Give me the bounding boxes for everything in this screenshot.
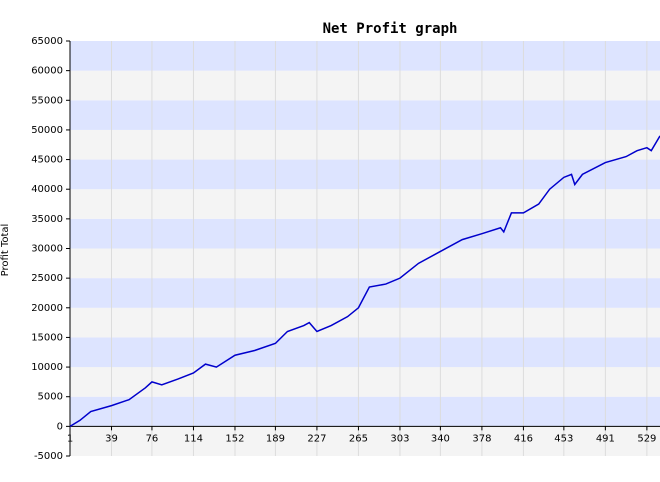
y-tick-label: 10000 [31,362,63,373]
x-tick-label: 265 [349,433,368,444]
y-tick-label: 35000 [31,214,63,225]
band [70,426,660,456]
band [70,100,660,130]
chart-title: Net Profit graph [323,21,458,37]
x-tick-label: 76 [146,433,159,444]
x-tick-label: 227 [307,433,326,444]
band [70,189,660,219]
x-tick-label: 529 [637,433,656,444]
band [70,307,660,338]
x-tick-label: 378 [472,433,491,444]
y-tick-label: 60000 [31,66,63,77]
band [70,396,660,427]
band [70,129,660,160]
band [70,367,660,397]
band [70,41,660,71]
y-tick-label: 15000 [31,332,63,343]
data-line [69,135,660,427]
y-tick-label: -5000 [34,451,63,462]
x-tick-label: 152 [225,433,244,444]
x-tick-label: 340 [431,433,450,444]
y-tick-label: 30000 [31,244,63,255]
y-tick-label: 65000 [31,36,63,47]
x-tick-label: 1 [67,433,73,444]
y-tick-label: 55000 [31,95,63,106]
y-tick-label: 45000 [31,155,63,166]
x-tick-label: 453 [554,433,573,444]
y-tick-label: 25000 [31,273,63,284]
band [70,70,660,101]
y-axis-label: Profit Total [0,224,11,277]
band [70,337,660,368]
band [70,278,660,308]
x-tick-label: 114 [184,433,203,444]
x-tick-label: 189 [266,433,285,444]
band [70,218,660,249]
y-tick-label: 20000 [31,303,63,314]
y-tick-label: 50000 [31,125,63,136]
band [70,248,660,279]
x-tick-label: 491 [596,433,615,444]
x-tick-label: 303 [390,433,409,444]
x-tick-label: 39 [105,433,118,444]
y-tick-label: 5000 [38,392,63,403]
y-tick-label: 40000 [31,184,63,195]
x-tick-label: 416 [514,433,533,444]
y-tick-label: 0 [57,421,63,432]
band [70,159,660,190]
